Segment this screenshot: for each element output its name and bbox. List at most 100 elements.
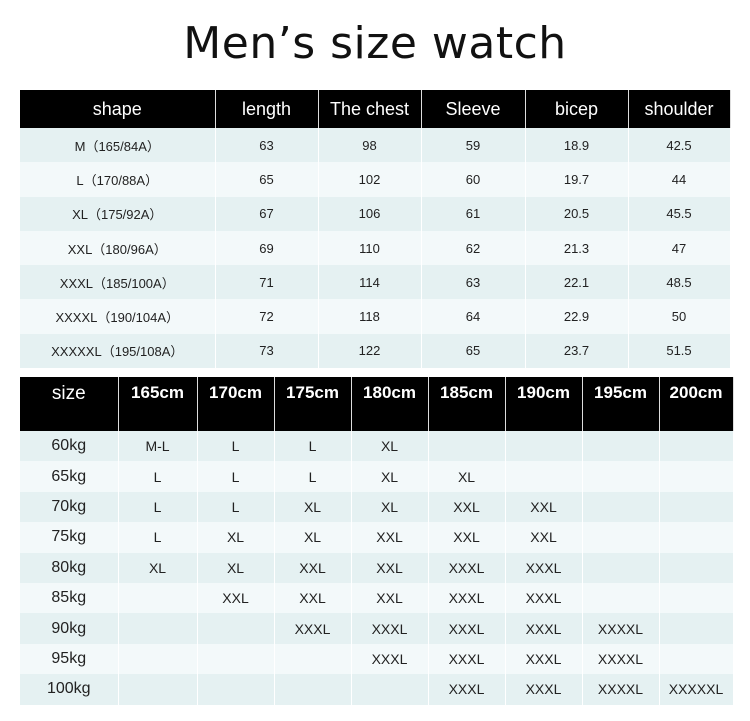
table-cell: L: [118, 491, 198, 523]
table-cell: 98: [318, 128, 422, 163]
table-cell: XL: [197, 522, 275, 553]
table-cell: 23.7: [525, 333, 629, 369]
table-cell: [659, 582, 734, 614]
table-cell: 65: [421, 333, 526, 369]
table-cell: 110: [318, 230, 422, 266]
table-cell: 65kg: [20, 461, 119, 492]
table-cell: L（170/88A）: [20, 162, 216, 197]
table-cell: 73: [215, 333, 319, 369]
column-header: 200cm: [659, 377, 734, 431]
table-cell: 95kg: [20, 643, 119, 675]
table-cell: 60kg: [20, 431, 119, 462]
table-cell: 20.5: [525, 196, 629, 231]
table-cell: [118, 613, 198, 644]
table-cell: XXXL: [428, 582, 506, 614]
table-row: 85kg XXL XXL XXL XXXL XXXL: [20, 582, 734, 614]
table-cell: [659, 431, 734, 462]
table-cell: XL: [428, 461, 506, 492]
table-cell: M（165/84A）: [20, 128, 216, 163]
table-cell: 44: [628, 162, 731, 197]
table-cell: XXXL: [351, 613, 429, 644]
table-cell: 63: [421, 265, 526, 300]
column-header: 170cm: [197, 377, 275, 431]
column-header: shoulder: [628, 90, 731, 128]
table-cell: XXXXXL（195/108A）: [20, 333, 216, 369]
table-cell: 90kg: [20, 613, 119, 644]
table-cell: [118, 643, 198, 675]
column-header: 185cm: [428, 377, 506, 431]
table-cell: [659, 643, 734, 675]
table-cell: XXL: [351, 582, 429, 614]
table-cell: L: [197, 461, 275, 492]
table-cell: [118, 582, 198, 614]
table-row: 65kg L L L XL XL: [20, 461, 734, 492]
column-header: 175cm: [274, 377, 352, 431]
table-cell: XL: [274, 522, 352, 553]
table-cell: 69: [215, 230, 319, 266]
table-cell: XXL: [351, 522, 429, 553]
table-cell: L: [274, 431, 352, 462]
table-row: 95kg XXXL XXXL XXXL XXXXL: [20, 643, 734, 675]
table-cell: [659, 461, 734, 492]
table-cell: 22.1: [525, 265, 629, 300]
table-cell: XXL: [351, 552, 429, 583]
table-cell: 59: [421, 128, 526, 163]
column-header: 190cm: [505, 377, 583, 431]
table-cell: L: [118, 522, 198, 553]
table-cell: [118, 674, 198, 705]
column-header: length: [215, 90, 319, 128]
table-cell: XXXL: [505, 674, 583, 705]
table-cell: XXL: [274, 582, 352, 614]
table-cell: 61: [421, 196, 526, 231]
column-header: size: [20, 377, 119, 431]
table-cell: 118: [318, 299, 422, 334]
table-cell: [582, 522, 660, 553]
column-header: 165cm: [118, 377, 198, 431]
table-cell: 21.3: [525, 230, 629, 266]
table-cell: 45.5: [628, 196, 731, 231]
column-header: shape: [20, 90, 216, 128]
table-cell: 85kg: [20, 582, 119, 614]
table-cell: [197, 674, 275, 705]
column-header: The chest: [318, 90, 422, 128]
table-cell: [659, 491, 734, 523]
table-cell: XL: [118, 552, 198, 583]
table-cell: L: [118, 461, 198, 492]
table-cell: 100kg: [20, 674, 119, 705]
table-cell: 70kg: [20, 491, 119, 523]
table-cell: [582, 461, 660, 492]
table-cell: [274, 674, 352, 705]
table-cell: 75kg: [20, 522, 119, 553]
table-cell: XXL（180/96A）: [20, 230, 216, 266]
table-cell: [659, 522, 734, 553]
table-cell: XXXXL: [582, 674, 660, 705]
table-cell: L: [274, 461, 352, 492]
table-cell: XXXXL（190/104A）: [20, 299, 216, 334]
table-cell: XXXXXL: [659, 674, 734, 705]
table-row: 100kg XXXL XXXL XXXXL XXXXXL: [20, 674, 734, 705]
table-cell: 42.5: [628, 128, 731, 163]
table-cell: 72: [215, 299, 319, 334]
column-header: bicep: [525, 90, 629, 128]
table-cell: M-L: [118, 431, 198, 462]
table-cell: [582, 552, 660, 583]
table-cell: 65: [215, 162, 319, 197]
table-row: XXXXXL（195/108A） 73 122 65 23.7 51.5: [20, 333, 731, 369]
table-cell: XL: [274, 491, 352, 523]
table-row: XXXL（185/100A） 71 114 63 22.1 48.5: [20, 265, 731, 300]
table-cell: 47: [628, 230, 731, 266]
table-cell: 51.5: [628, 333, 731, 369]
table-row: 70kg L L XL XL XXL XXL: [20, 491, 734, 523]
table-row: 75kg L XL XL XXL XXL XXL: [20, 522, 734, 553]
table-cell: XL: [197, 552, 275, 583]
table-cell: [428, 431, 506, 462]
table-cell: XXL: [505, 522, 583, 553]
table-row: XXL（180/96A） 69 110 62 21.3 47: [20, 230, 731, 266]
table-row: 90kg XXXL XXXL XXXL XXXL XXXXL: [20, 613, 734, 644]
table-cell: XL: [351, 491, 429, 523]
table-cell: XXXL: [428, 552, 506, 583]
size-fit-table: size 165cm 170cm 175cm 180cm 185cm 190cm 195cm 2…: [20, 377, 734, 705]
column-header: 180cm: [351, 377, 429, 431]
table-cell: [197, 643, 275, 675]
table-cell: 71: [215, 265, 319, 300]
